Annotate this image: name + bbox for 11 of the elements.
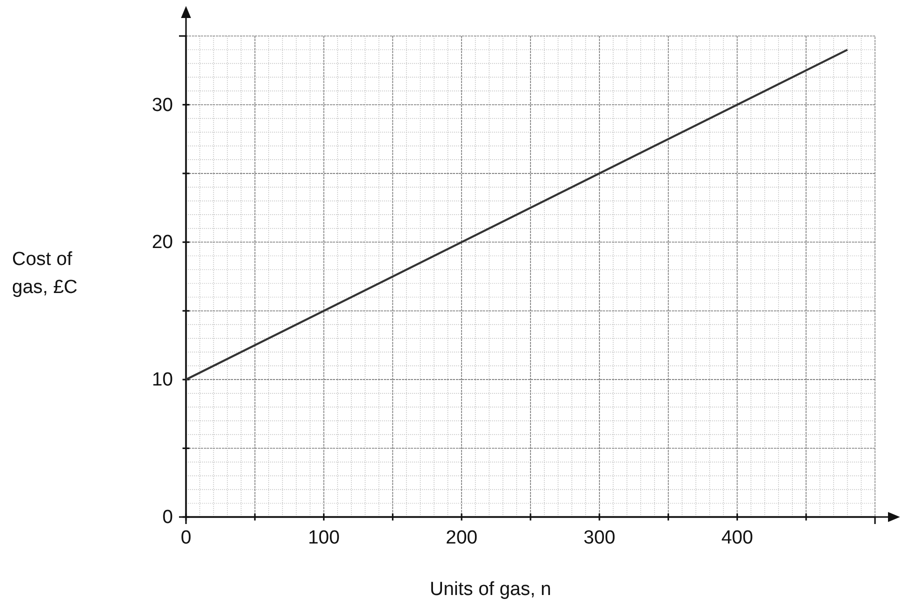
y-tick-label: 10 xyxy=(152,370,173,391)
x-axis-title: Units of gas, n xyxy=(430,579,552,600)
y-tick-label: 20 xyxy=(152,232,173,254)
x-tick-label: 100 xyxy=(308,527,340,548)
y-tick-label: 0 xyxy=(162,507,173,528)
y-axis-title: Cost of gas, £C xyxy=(12,249,78,298)
x-tick-label: 0 xyxy=(180,527,192,548)
x-tick-label: 400 xyxy=(721,527,754,548)
y-tick-label: 30 xyxy=(152,94,173,116)
x-tick-label: 200 xyxy=(446,527,478,548)
x-tick-label: 300 xyxy=(584,527,616,548)
